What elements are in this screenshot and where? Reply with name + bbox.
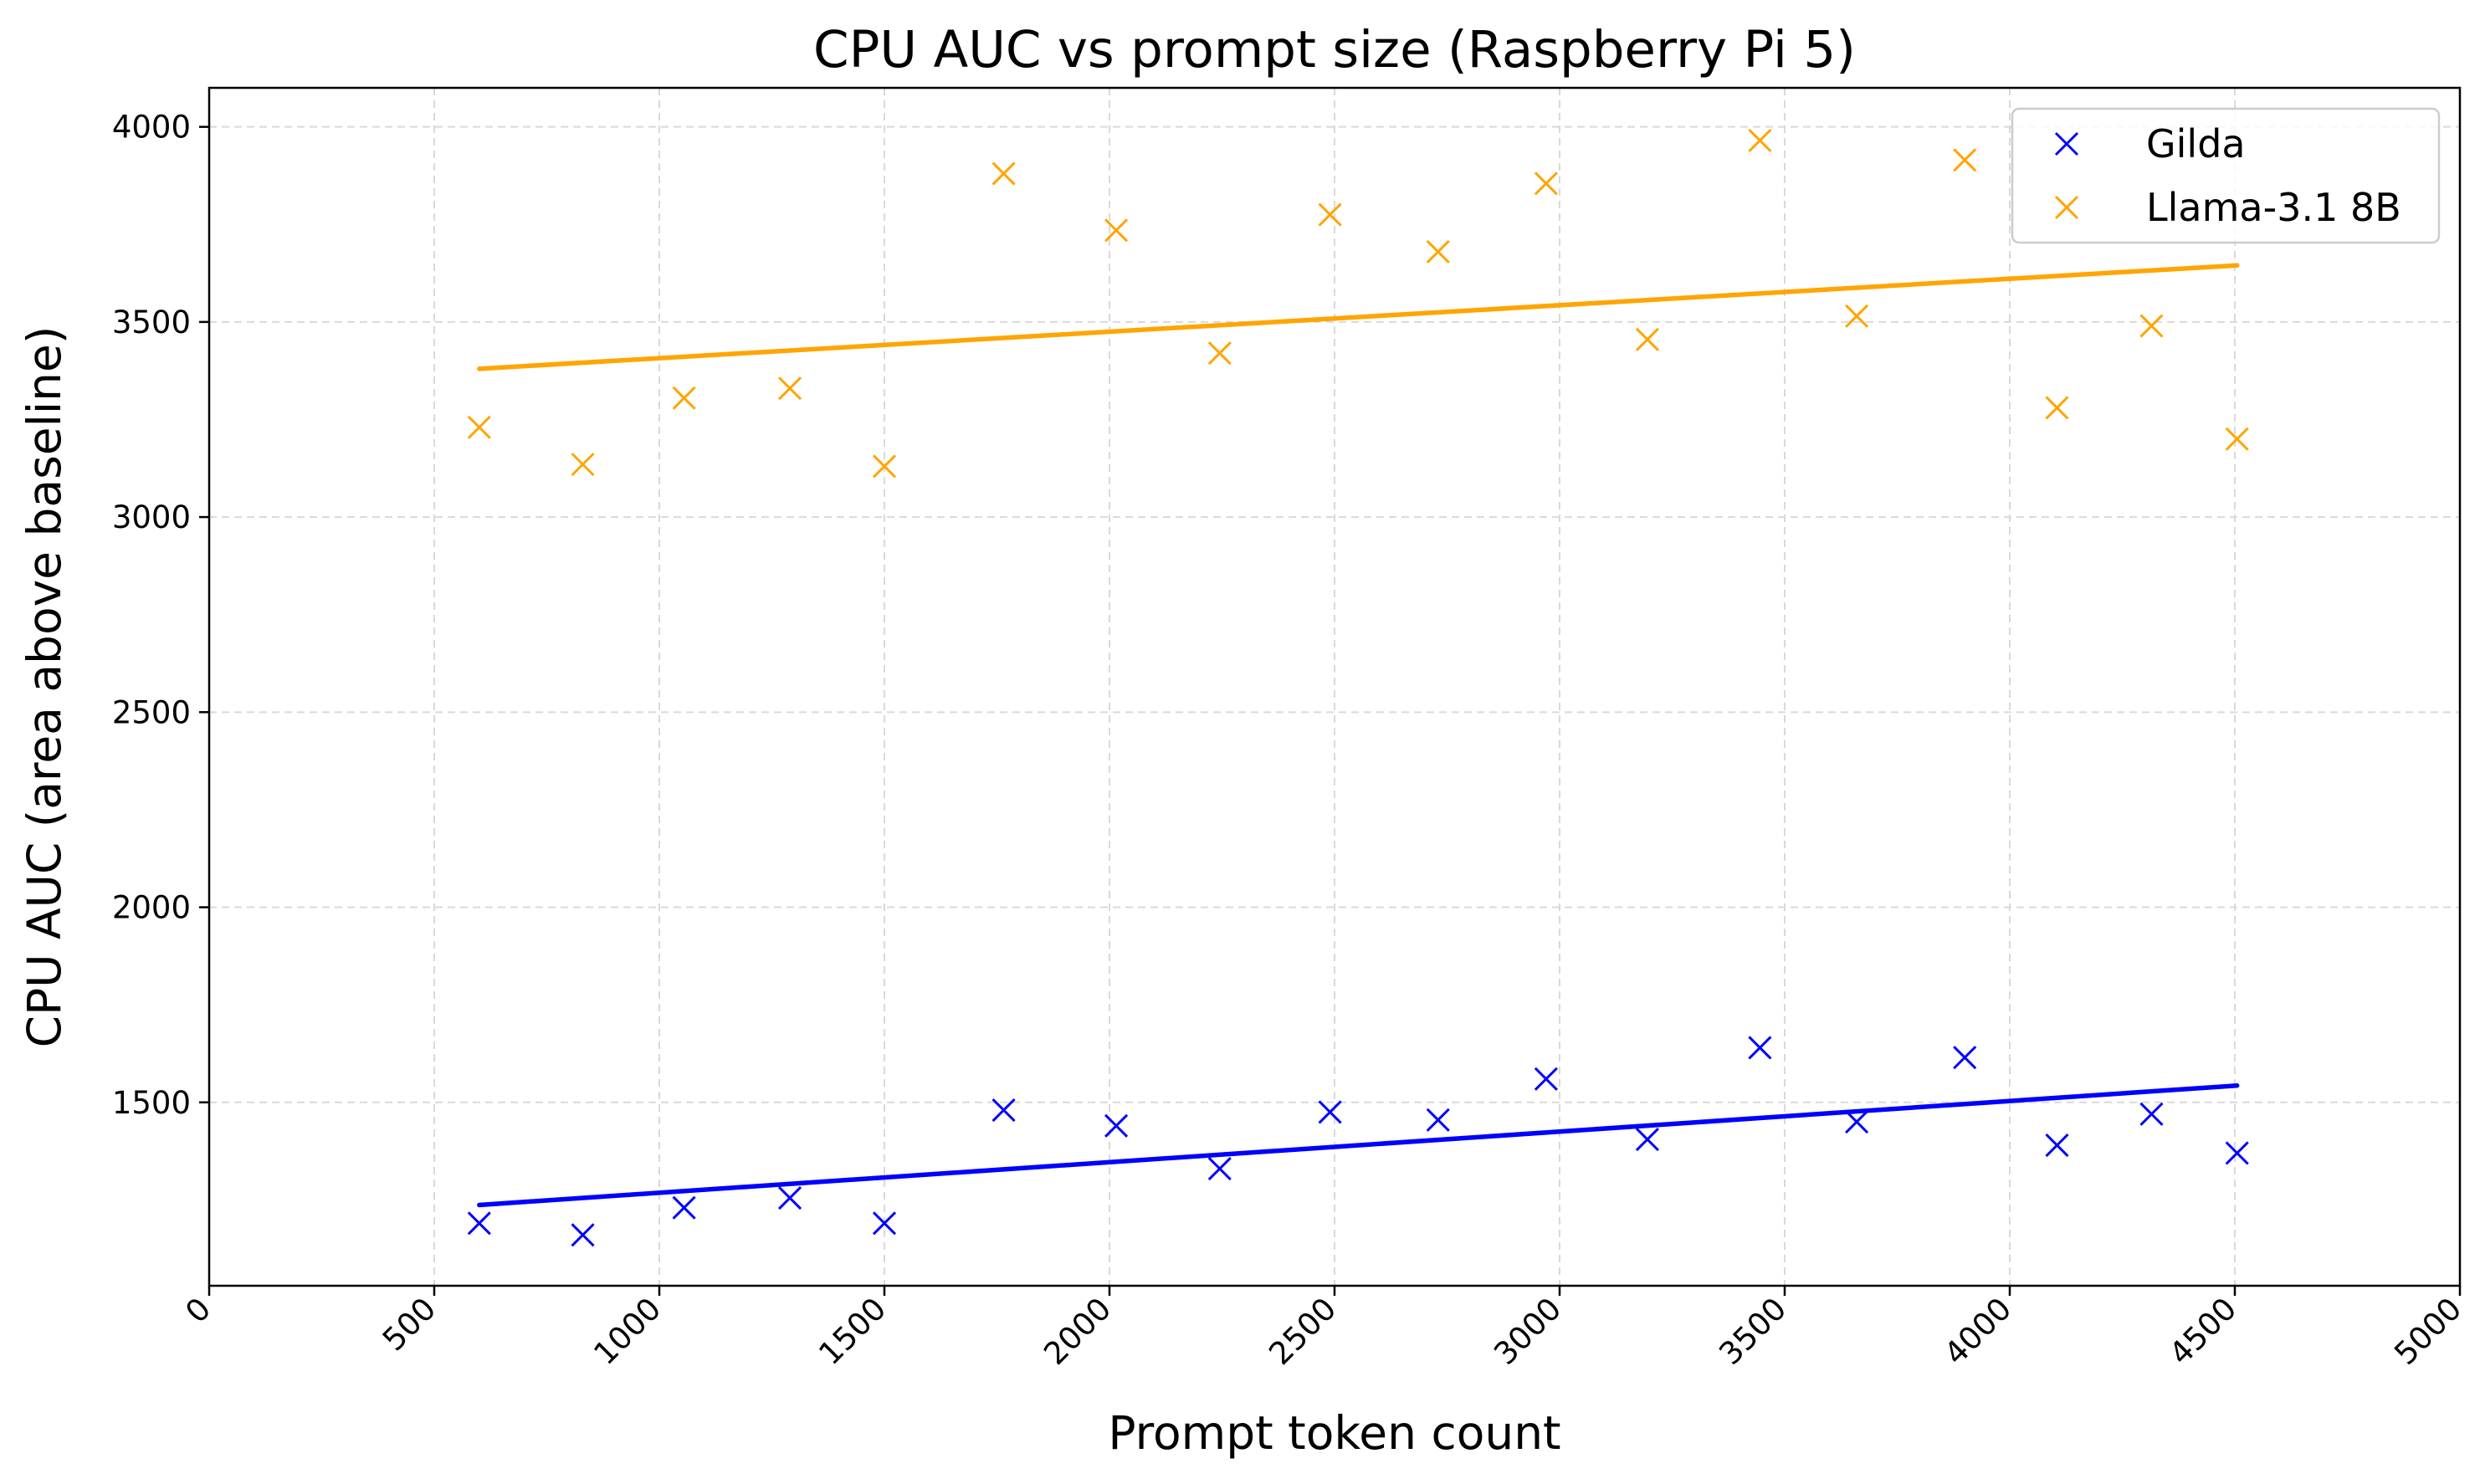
gilda-point	[1748, 1036, 1772, 1060]
gilda-point	[2139, 1102, 2164, 1126]
gilda-point	[571, 1223, 595, 1247]
legend: Gilda Llama-3.1 8B	[2011, 107, 2441, 244]
gilda-point	[1953, 1046, 1977, 1070]
gilda-point	[672, 1195, 696, 1220]
llama-3-1-8b-point	[467, 415, 491, 439]
llama-3-1-8b-point	[672, 386, 696, 410]
y-axis-ticks: 1500 2000 2500 3000 3500 4000	[112, 110, 209, 1121]
llama-3-1-8b-point	[1318, 202, 1342, 227]
y-tick-label: 2500	[112, 694, 191, 730]
gilda-point	[1104, 1113, 1129, 1138]
gilda-point	[777, 1185, 802, 1210]
llama-3-1-8b-point	[872, 454, 897, 478]
legend-box	[2011, 107, 2441, 244]
legend-label-gilda: Gilda	[2146, 121, 2246, 166]
gilda-point	[467, 1211, 491, 1236]
y-tick-label: 2000	[112, 890, 191, 926]
legend-marker-gilda	[2054, 131, 2079, 156]
llama-3-1-8b-point	[1845, 304, 1869, 328]
llama-3-1-8b-point	[1635, 327, 1659, 351]
llama-3-1-8b-point	[2045, 396, 2069, 420]
gilda-point	[2045, 1133, 2069, 1158]
gilda-point	[1318, 1100, 1342, 1124]
llama-3-1-8b-point	[1748, 128, 1772, 153]
gilda-point	[1635, 1128, 1659, 1152]
gilda-point	[1534, 1067, 1558, 1091]
gilda-point	[1426, 1108, 1450, 1132]
gilda-point	[1207, 1157, 1232, 1181]
y-tick-label: 1500	[112, 1085, 191, 1121]
llama-3-1-8b-point	[1207, 341, 1232, 366]
legend-marker-llama-3-1-8b	[2054, 195, 2079, 220]
chart-title: CPU AUC vs prompt size (Raspberry Pi 5)	[813, 20, 1856, 79]
y-tick-label: 4000	[112, 110, 191, 146]
legend-label-llama-3-1-8b: Llama-3.1 8B	[2146, 185, 2401, 230]
llama-3-1-8b-point	[571, 453, 595, 477]
llama-3-1-8b-point	[1534, 171, 1558, 196]
llama-3-1-8b-point	[777, 376, 802, 401]
y-axis-title: CPU AUC (area above baseline)	[18, 326, 71, 1048]
gilda-point	[1845, 1110, 1869, 1134]
y-tick-label: 3500	[112, 304, 191, 340]
llama-3-1-8b-point	[991, 161, 1016, 186]
data-markers	[467, 128, 2249, 1247]
llama-3-1-8b-point	[2139, 314, 2164, 338]
gilda-point	[2225, 1141, 2249, 1165]
llama-3-1-8b-point	[1953, 148, 1977, 172]
x-axis-title: Prompt token count	[1108, 1406, 1560, 1460]
llama-3-1-8b-point	[1104, 218, 1129, 243]
gilda-point	[991, 1098, 1016, 1123]
trend-lines	[477, 263, 2240, 1208]
y-tick-label: 3000	[112, 499, 191, 535]
llama-3-1-8b-point	[1426, 239, 1450, 264]
gilda-trend-line	[477, 1082, 2240, 1208]
llama-3-1-8b-trend-line	[477, 263, 2240, 371]
llama-3-1-8b-point	[2225, 427, 2249, 451]
gilda-point	[872, 1211, 897, 1236]
